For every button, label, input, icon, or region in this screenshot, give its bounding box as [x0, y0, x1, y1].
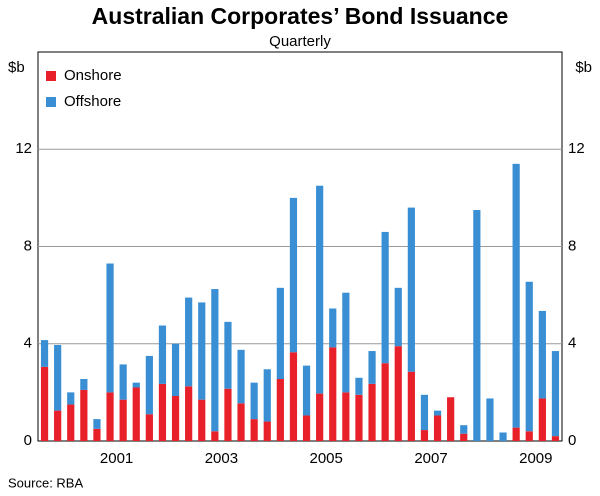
bar-segment: [119, 364, 127, 400]
legend-swatch: [46, 71, 56, 81]
bar-segment: [538, 310, 546, 399]
bar-segment: [486, 398, 494, 441]
bar-segment: [224, 321, 232, 389]
bar-segment: [420, 394, 429, 431]
bar-segment: [237, 403, 245, 441]
bar-segment: [433, 415, 442, 441]
bar-segment: [420, 430, 429, 441]
x-tick-label: 2009: [519, 450, 552, 467]
bar-segment: [316, 393, 324, 441]
bar-segment: [512, 163, 520, 428]
bar-segment: [473, 210, 481, 441]
chart-title: Australian Corporates’ Bond Issuance: [92, 3, 509, 29]
bar-segment: [67, 392, 75, 405]
bar-segment: [381, 231, 389, 364]
bar-segment: [185, 386, 193, 441]
bar-segment: [145, 414, 153, 441]
bar-segment: [158, 383, 167, 441]
x-tick-label: 2005: [310, 450, 343, 467]
bar-segment: [93, 419, 101, 429]
bar-segment: [40, 340, 49, 367]
bar-segment: [394, 287, 402, 347]
bar-segment: [276, 287, 284, 380]
bar-segment: [289, 352, 298, 441]
y-tick-label: 12: [15, 140, 32, 157]
bar-segment: [394, 346, 402, 441]
bar-segment: [355, 377, 363, 395]
bar-segment: [106, 263, 114, 393]
bar-segment: [302, 365, 311, 416]
bar-segment: [237, 349, 245, 404]
bar-segment: [211, 289, 219, 432]
bar-segment: [198, 302, 206, 400]
bar-segment: [342, 392, 350, 441]
bar-segment: [106, 392, 114, 441]
bar-segment: [551, 351, 560, 437]
bar-segment: [407, 371, 415, 441]
bar-segment: [263, 421, 271, 441]
bar-segment: [250, 419, 258, 441]
bar-segment: [93, 428, 101, 441]
bar-segment: [132, 382, 140, 388]
bar-segment: [250, 382, 258, 420]
y-unit-right: $b: [575, 59, 592, 76]
bar-segment: [525, 281, 533, 432]
bar-segment: [171, 396, 180, 441]
bar-segment: [316, 185, 324, 394]
bar-segment: [368, 383, 376, 441]
bar-segment: [302, 415, 311, 441]
y-tick-label-right: 8: [568, 237, 576, 254]
bar-segment: [460, 433, 468, 441]
bar-segment: [538, 398, 546, 441]
bar-segment: [224, 388, 232, 441]
bar-segment: [355, 394, 363, 441]
bar-segment: [342, 292, 350, 393]
bar-segment: [329, 308, 337, 348]
bar-segment: [145, 355, 153, 415]
legend-swatch: [46, 97, 56, 107]
chart-subtitle: Quarterly: [269, 33, 331, 50]
y-tick-label-right: 4: [568, 335, 576, 352]
bar-segment: [198, 399, 206, 441]
x-tick-label: 2003: [205, 450, 238, 467]
bar-segment: [119, 399, 127, 441]
y-tick-label: 4: [24, 335, 32, 352]
bar-segment: [381, 363, 389, 441]
bar-segment: [171, 343, 180, 397]
bar-segment: [407, 207, 415, 372]
bar-segment: [40, 366, 49, 441]
x-tick-label: 2001: [100, 450, 133, 467]
bar-segment: [158, 325, 167, 384]
bar-segment: [54, 344, 62, 411]
bar-segment: [460, 425, 468, 434]
legend-label: Offshore: [64, 93, 121, 110]
bar-segment: [512, 427, 520, 441]
x-tick-label: 2007: [414, 450, 447, 467]
source: Source: RBA: [8, 475, 83, 490]
bar-segment: [447, 397, 455, 441]
bar-segment: [433, 410, 442, 416]
bar-segment: [80, 379, 88, 390]
bar-segment: [499, 432, 507, 441]
y-tick-label: 8: [24, 237, 32, 254]
legend-label: Onshore: [64, 67, 122, 84]
bar-segment: [185, 297, 193, 387]
y-unit-left: $b: [8, 59, 25, 76]
bar-segment: [329, 347, 337, 441]
bar-segment: [368, 351, 376, 384]
y-tick-label: 0: [24, 432, 32, 449]
bar-segment: [54, 410, 62, 441]
bar-segment: [132, 387, 140, 441]
bar-segment: [67, 404, 75, 441]
bar-segment: [525, 431, 533, 441]
bar-segment: [211, 431, 219, 441]
bar-segment: [289, 197, 298, 353]
bar-segment: [263, 369, 271, 422]
bar-segment: [551, 436, 560, 441]
bar-segment: [80, 389, 88, 441]
y-tick-label-right: 0: [568, 432, 576, 449]
y-tick-label-right: 12: [568, 140, 585, 157]
bar-segment: [276, 379, 284, 441]
